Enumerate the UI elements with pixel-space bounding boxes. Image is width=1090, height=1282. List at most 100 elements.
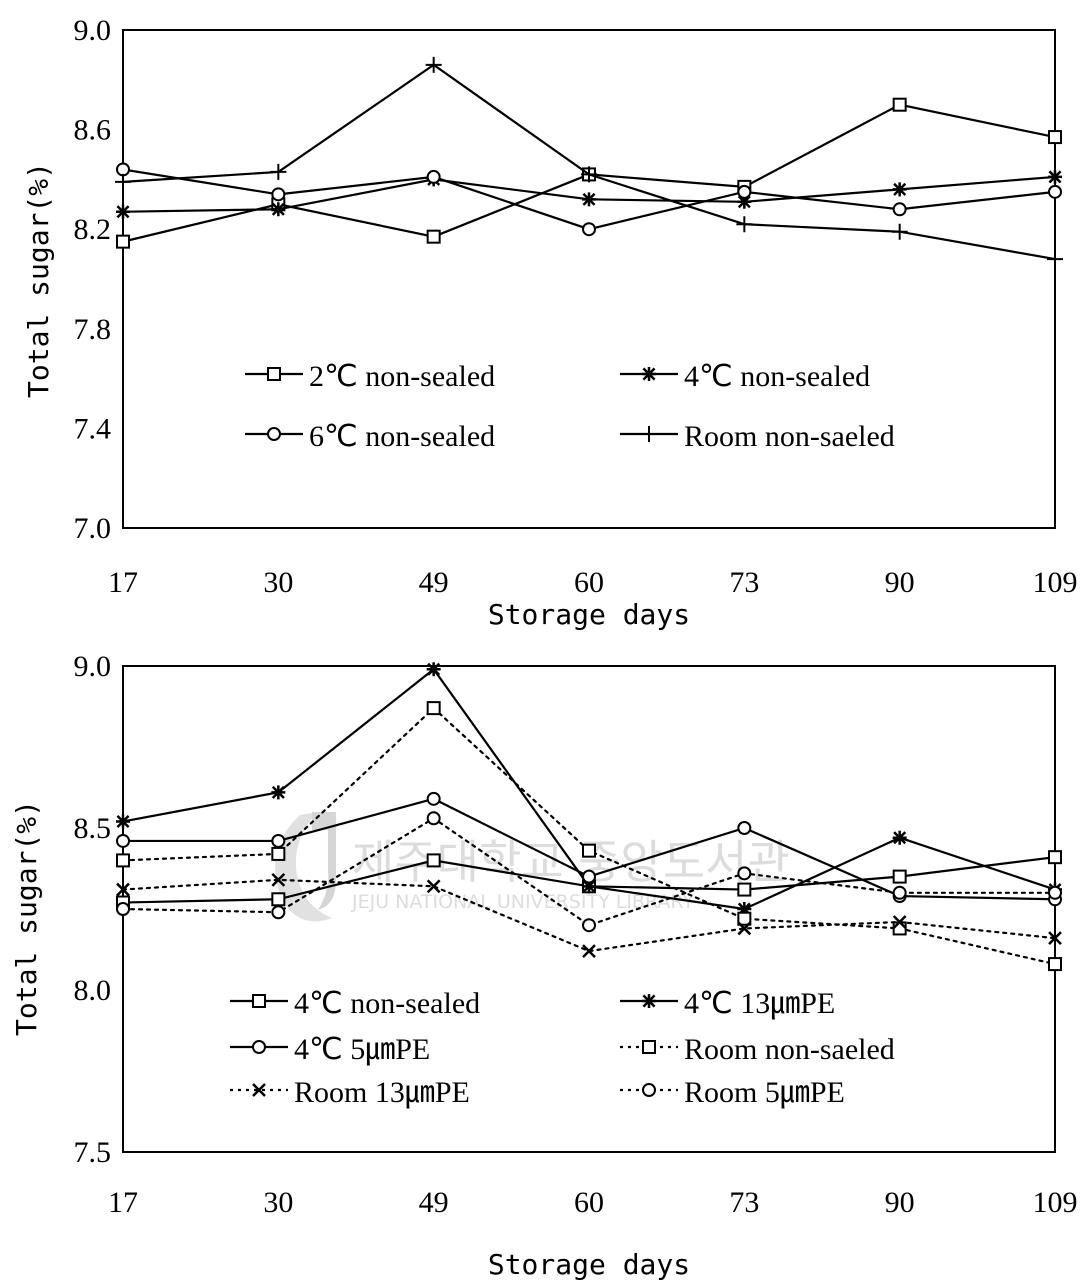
top-chart-legend-item: 2℃ non-sealed: [245, 360, 495, 393]
top-chart-x-tick-label: 73: [729, 566, 759, 599]
bottom-chart-legend: 4℃ non-sealed 4℃ 13㎛PE 4℃ 5㎛PE Room non-sae…: [230, 987, 895, 1110]
top-chart-y-tick-label: 7.4: [74, 412, 112, 445]
top-chart: 9.0 8.6 8.2 7.8 7.4 7.0 17 30 49 60 73 90 109 2℃ no…: [22, 14, 1078, 631]
bottom-chart-data-point: [582, 918, 596, 933]
top-chart-data-point: [891, 223, 908, 240]
bottom-chart-data-point: [271, 905, 286, 920]
top-chart-data-point: [582, 222, 596, 237]
bottom-chart-data-point: [582, 879, 596, 894]
bottom-chart-x-tick-label: 90: [885, 1186, 915, 1219]
legend-marker-swatch: [642, 367, 656, 381]
top-chart-data-point: [271, 202, 286, 217]
top-chart-y-axis-title: Total sugar(%): [22, 162, 55, 398]
top-chart-data-point: [1048, 130, 1062, 145]
bottom-chart-data-point: [116, 882, 130, 897]
bottom-chart-x-tick-label: 73: [729, 1186, 759, 1219]
legend-label: 4℃ non-sealed: [684, 360, 870, 393]
top-chart-data-point: [115, 173, 131, 190]
bottom-chart-series-4: [116, 701, 1062, 972]
top-chart-data-point: [426, 229, 441, 244]
top-chart-data-point: [737, 184, 752, 199]
bottom-chart-data-point: [426, 879, 441, 894]
legend-marker-swatch: [641, 426, 657, 442]
bottom-chart-data-point: [737, 921, 752, 936]
legend-label: Room 13㎛PE: [294, 1076, 470, 1110]
top-chart-x-tick-label: 90: [885, 566, 915, 599]
bottom-chart-y-ticks: 9.0 8.5 8.0 7.5: [74, 650, 112, 1169]
top-chart-data-point: [892, 97, 907, 112]
legend-marker-swatch: [642, 1083, 656, 1097]
legend-marker-swatch: [642, 1040, 656, 1054]
bottom-chart-legend-item: Room 5㎛PE: [620, 1076, 845, 1110]
top-chart-data-point: [736, 216, 753, 233]
top-chart-y-tick-label: 7.8: [74, 313, 112, 346]
bottom-chart-legend-item: Room non-saeled: [620, 1033, 895, 1066]
top-chart-data-point: [116, 162, 130, 177]
top-chart-series: [115, 56, 1063, 268]
top-chart-data-point: [892, 202, 907, 217]
bottom-chart-y-tick-label: 8.5: [74, 812, 112, 845]
legend-marker-swatch: [267, 367, 281, 381]
top-chart-y-tick-label: 8.2: [74, 213, 112, 246]
bottom-chart-data-point: [1048, 850, 1062, 865]
top-chart-plot-frame: [122, 29, 1056, 529]
top-chart-series-3: [116, 162, 1062, 237]
top-chart-data-point: [737, 194, 752, 209]
bottom-chart-data-point: [892, 885, 907, 900]
bottom-chart-data-point: [892, 869, 907, 884]
bottom-chart-data-point: [582, 944, 596, 959]
bottom-chart-y-tick-label: 7.5: [74, 1136, 112, 1169]
bottom-chart-data-point: [426, 853, 441, 868]
bottom-chart-data-point: [271, 872, 286, 887]
bottom-chart-data-point: [271, 846, 286, 861]
bottom-chart-data-point: [116, 833, 130, 848]
top-chart-data-point: [892, 182, 907, 197]
watermark-text-sub: JEJU NATIONAL UNIVERSITY LIBRARY: [351, 891, 694, 913]
bottom-chart-series-5: [116, 872, 1062, 959]
top-chart-data-point: [116, 234, 130, 249]
top-chart-legend-item: Room non-saeled: [620, 420, 895, 453]
bottom-chart-x-tick-label: 30: [263, 1186, 293, 1219]
legend-label: 4℃ 13㎛PE: [684, 987, 835, 1021]
top-chart-data-point: [426, 169, 441, 184]
bottom-chart-data-point: [271, 892, 286, 907]
top-chart-data-point: [1048, 169, 1062, 184]
bottom-chart-x-ticks: 17 30 49 60 73 90 109: [108, 1186, 1078, 1219]
bottom-chart-data-point: [582, 869, 596, 884]
legend-marker-swatch: [642, 994, 656, 1008]
bottom-chart-x-tick-label: 17: [108, 1186, 138, 1219]
bottom-chart-legend-item: 4℃ non-sealed: [230, 987, 480, 1020]
legend-marker-swatch: [267, 427, 281, 441]
top-chart-x-tick-label: 17: [108, 566, 138, 599]
top-chart-data-point: [116, 204, 130, 219]
bottom-chart-legend-item: Room 13㎛PE: [230, 1076, 470, 1110]
bottom-chart-legend-item: 4℃ 5㎛PE: [230, 1033, 430, 1067]
top-chart-x-axis-title: Storage days: [488, 598, 690, 631]
bottom-chart-data-point: [426, 791, 441, 806]
bottom-chart-data-point: [737, 882, 752, 897]
legend-label: 6℃ non-sealed: [309, 420, 495, 453]
bottom-chart-data-point: [737, 902, 752, 916]
top-chart-x-ticks: 17 30 49 60 73 90 109: [108, 566, 1078, 599]
bottom-chart-data-point: [1048, 885, 1062, 900]
bottom-chart-y-tick-label: 8.0: [74, 974, 112, 1007]
top-chart-data-point: [582, 192, 596, 207]
bottom-chart-legend-item: 4℃ 13㎛PE: [620, 987, 835, 1021]
top-chart-data-point: [581, 166, 597, 183]
legend-marker-swatch: [252, 1040, 266, 1054]
bottom-chart-data-point: [426, 701, 441, 716]
bottom-chart-series: [116, 662, 1062, 972]
bottom-chart-data-point: [892, 921, 907, 936]
top-chart-x-tick-label: 60: [574, 566, 604, 599]
legend-marker-swatch: [252, 1083, 266, 1097]
bottom-chart-data-point: [426, 811, 441, 826]
bottom-chart-data-point: [116, 853, 130, 868]
top-chart-x-tick-label: 49: [419, 566, 449, 599]
top-chart-y-ticks: 9.0 8.6 8.2 7.8 7.4 7.0: [74, 14, 112, 545]
legend-label: 2℃ non-sealed: [309, 360, 495, 393]
top-chart-legend-item: 4℃ non-sealed: [620, 360, 870, 393]
top-chart-series-4: [115, 56, 1063, 268]
bottom-chart-data-point: [1048, 957, 1062, 972]
legend-label: Room non-saeled: [684, 1033, 895, 1066]
top-chart-legend-item: 6℃ non-sealed: [245, 420, 495, 453]
